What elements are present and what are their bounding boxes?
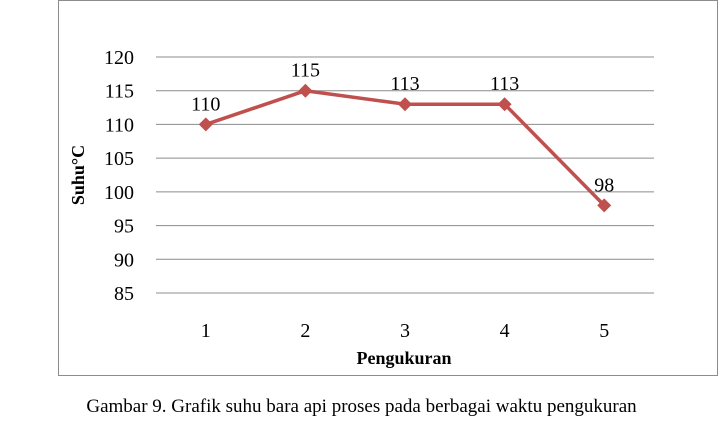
- y-tick-label: 95: [114, 216, 134, 238]
- data-point-marker: [198, 117, 213, 132]
- gridlines: [156, 56, 654, 294]
- series-markers: [198, 83, 612, 213]
- y-tick-label: 100: [104, 182, 134, 204]
- data-point-marker: [398, 97, 412, 112]
- x-axis-title: Pengukuran: [356, 348, 451, 368]
- data-label: 113: [490, 73, 519, 95]
- x-tick-label: 2: [300, 320, 310, 342]
- data-label: 110: [191, 93, 220, 115]
- y-tick-label: 110: [105, 114, 134, 136]
- chart-frame: [58, 0, 718, 376]
- x-tick-labels: 1 2 3 4 5: [201, 320, 609, 342]
- y-axis-title: Suhu°C: [68, 145, 88, 205]
- data-label: 98: [594, 174, 614, 196]
- y-tick-label: 105: [104, 148, 134, 170]
- line-chart: 85 90 95 100 105 110 115 120 1 2 3 4 5 110 115 113 113…: [68, 47, 654, 368]
- data-point-marker: [597, 198, 612, 213]
- x-tick-label: 5: [599, 320, 609, 342]
- y-tick-label: 85: [114, 283, 134, 305]
- data-label: 115: [291, 60, 320, 82]
- data-point-marker: [298, 83, 313, 98]
- data-point-marker: [497, 97, 512, 112]
- y-tick-label: 90: [114, 249, 134, 271]
- y-tick-label: 115: [105, 81, 134, 103]
- y-tick-label: 120: [104, 47, 134, 69]
- figure-caption: Gambar 9. Grafik suhu bara api proses pa…: [86, 396, 637, 417]
- x-tick-label: 3: [400, 320, 410, 342]
- data-label: 113: [390, 73, 419, 95]
- x-tick-label: 1: [201, 320, 211, 342]
- y-tick-labels: 85 90 95 100 105 110 115 120: [104, 47, 134, 305]
- x-tick-label: 4: [500, 320, 510, 342]
- data-labels: 110 115 113 113 98: [191, 60, 614, 197]
